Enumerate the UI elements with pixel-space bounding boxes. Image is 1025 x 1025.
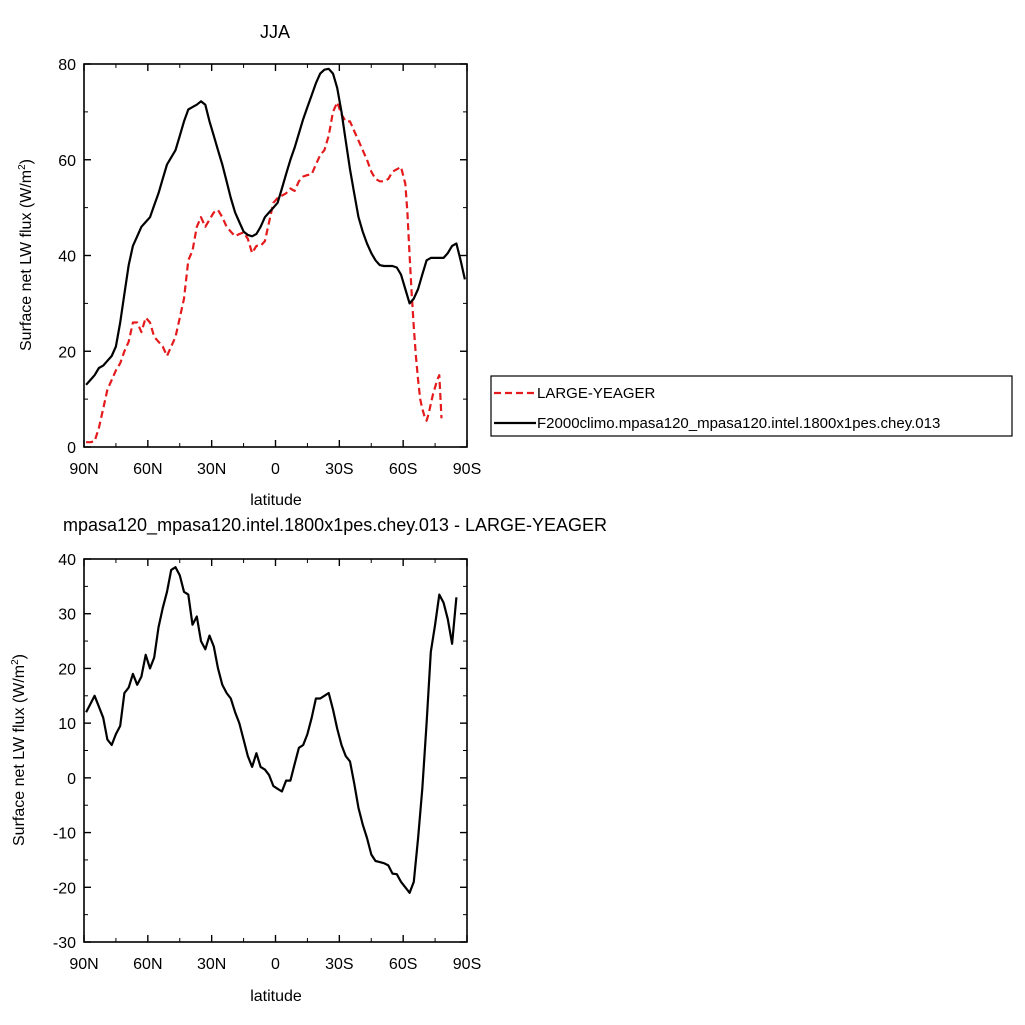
legend-label-f2000climo: F2000climo.mpasa120_mpasa120.intel.1800x… [537,415,940,432]
top-ytick-label: 60 [58,153,76,170]
bottom-x-axis-label: latitude [250,988,302,1005]
top-axes: 90N 60N 30N 0 30S 60S 90S 0 20 40 60 80 [58,57,481,478]
bottom-xtick-label: 0 [271,956,280,973]
top-series-line-large-yeager [86,101,443,444]
top-y-axis-label-sup: 2 [17,164,28,170]
top-series-group [85,67,466,444]
bottom-xtick-label: 90S [453,956,481,973]
bottom-ytick-label: 40 [58,552,76,569]
top-series-line-f2000climo-mpasa120-mpasa120-intel-1800x [85,67,466,386]
top-ytick-label: 20 [58,344,76,361]
top-xtick-label: 30N [197,461,226,478]
bottom-panel: mpasa120_mpasa120.intel.1800x1pes.chey.0… [10,515,607,1005]
bottom-ytick-label: 10 [58,716,76,733]
bottom-ytick-label: 30 [58,607,76,624]
top-xtick-label: 90S [453,461,481,478]
top-panel: JJA 90N 60N 30N 0 30S 60S 90S 0 20 40 60 80 latitud… [17,22,1013,509]
bottom-xtick-label: 90N [69,956,98,973]
bottom-xtick-label: 60S [389,956,417,973]
top-xtick-label: 0 [271,461,280,478]
top-xtick-label: 60S [389,461,417,478]
top-ytick-label: 0 [67,440,76,457]
bottom-ytick-label: -10 [53,826,76,843]
bottom-y-axis-label-sup: 2 [10,659,21,665]
top-plot-frame [83,63,468,448]
bottom-ytick-label: 20 [58,661,76,678]
bottom-ytick-label: -20 [53,880,76,897]
bottom-ytick-label: -30 [53,935,76,952]
top-xtick-label: 90N [69,461,98,478]
bottom-y-axis-label-close: ) [11,654,28,659]
bottom-xtick-label: 30N [197,956,226,973]
top-x-axis-label: latitude [250,492,302,509]
top-y-axis-label: Surface net LW flux (W/m2) [17,159,35,351]
legend-box [490,375,1013,437]
top-ytick-label: 80 [58,57,76,74]
bottom-series-line-difference [85,566,458,894]
bottom-y-axis-label: Surface net LW flux (W/m2) [10,654,28,846]
bottom-title: mpasa120_mpasa120.intel.1800x1pes.chey.0… [63,515,607,536]
bottom-xtick-label: 60N [133,956,162,973]
bottom-ytick-label: 0 [67,771,76,788]
top-y-axis-label-main: Surface net LW flux (W/m [18,170,35,351]
bottom-axes: 90N 60N 30N 0 30S 60S 90S -30 -20 -10 0 10 20 30 40 [53,552,481,973]
legend-label-large-yeager: LARGE-YEAGER [537,385,656,402]
legend: LARGE-YEAGER F2000climo.mpasa120_mpasa12… [490,375,1013,437]
bottom-y-axis-label-main: Surface net LW flux (W/m [11,665,28,846]
top-y-axis-label-close: ) [18,159,35,164]
bottom-plot-frame [83,558,468,943]
top-ytick-label: 40 [58,249,76,266]
top-xtick-label: 30S [325,461,353,478]
top-title: JJA [260,22,290,42]
bottom-xtick-label: 30S [325,956,353,973]
bottom-series-group [85,566,458,894]
top-xtick-label: 60N [133,461,162,478]
